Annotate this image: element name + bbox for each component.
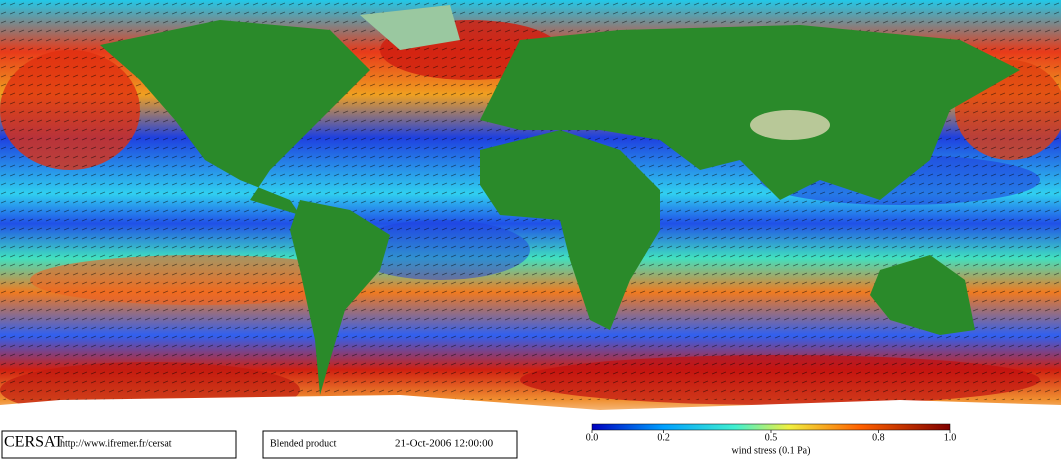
colorbar-tick-label: 0.2 [657,432,670,443]
footer-box-middle [262,430,518,459]
land [0,5,1061,462]
datetime-text: 21-Oct-2006 12:00:00 [395,438,494,450]
colorbar-tick-label: 0.5 [765,432,778,443]
logo-text: CERSAT [4,434,64,451]
colorbar-gradient [591,423,951,431]
colorbar-tick-label: 0.8 [872,432,885,443]
footer-box-left [1,430,237,459]
url-text[interactable]: http://www.ifremer.fr/cersat [60,438,172,449]
colorbar: wind stress (0.1 Pa) 0.0 0.2 0.5 0.8 1.0 [586,423,957,456]
colorbar-tick-label: 1.0 [944,432,957,443]
footer: CERSAT http://www.ifremer.fr/cersat Blen… [1,430,518,459]
product-text: Blended product [270,438,337,449]
colorbar-tick-label: 0.0 [586,432,599,443]
colorbar-label: wind stress (0.1 Pa) [732,445,811,456]
